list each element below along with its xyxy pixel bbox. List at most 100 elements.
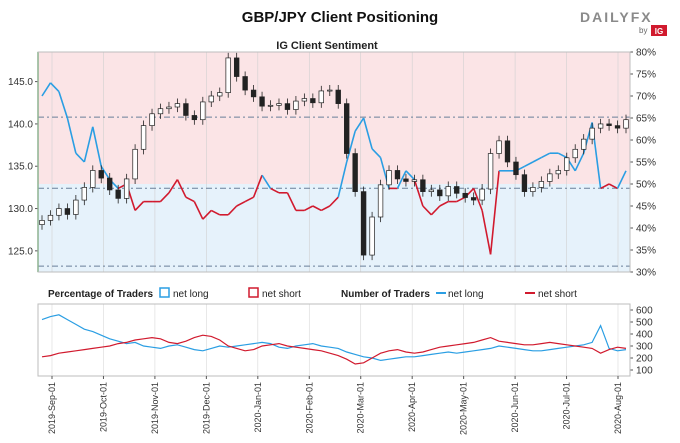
sentiment-segment — [439, 200, 449, 207]
candle-body — [284, 103, 291, 110]
candle-body — [547, 173, 553, 182]
price-tick-label: 130.0 — [8, 204, 33, 215]
sentiment-segment — [236, 200, 246, 207]
sentiment-segment — [252, 174, 263, 198]
candle-body — [81, 187, 87, 201]
chart-subtitle: IG Client Sentiment — [276, 40, 378, 52]
candle-body — [123, 178, 130, 199]
trader-series-net-long — [41, 314, 627, 362]
logo-main: DAILYFX — [580, 9, 653, 25]
sentiment-segment — [345, 130, 356, 163]
date-tick-label: 2019-Dec-01 — [201, 382, 211, 434]
date-tick-label: 2020-Apr-01 — [407, 382, 417, 432]
date-tick-label: 2020-Feb-01 — [304, 382, 314, 434]
sentiment-segment — [532, 156, 542, 163]
candle-body — [140, 125, 147, 150]
candle-body — [132, 148, 138, 180]
sentiment-segment — [337, 161, 348, 198]
candle-body — [344, 103, 350, 154]
date-tick-label: 2020-Aug-01 — [613, 382, 623, 434]
sentiment-segment — [92, 126, 103, 167]
sentiment-segment — [608, 183, 618, 190]
sentiment-segment — [100, 165, 111, 181]
candle-body — [208, 95, 214, 103]
main-border — [37, 51, 631, 273]
candle-body — [73, 199, 79, 215]
candle-body — [200, 101, 206, 121]
candle-body — [437, 189, 443, 197]
price-tick-label: 135.0 — [8, 162, 33, 173]
sentiment-segment — [405, 170, 415, 181]
sentiment-tick-label: 75% — [636, 70, 656, 81]
legend-pct-long-swatch — [159, 287, 170, 298]
candle-body — [157, 108, 164, 115]
sentiment-segment — [159, 192, 170, 203]
candle-body — [360, 191, 367, 256]
candle-body — [377, 184, 384, 218]
sentiment-tick-label: 65% — [636, 114, 656, 125]
candle-body — [606, 123, 612, 126]
sentiment-segment — [244, 196, 254, 203]
price-tick-label: 140.0 — [8, 119, 33, 130]
logo-ig: IG — [655, 27, 663, 36]
sentiment-segment — [75, 152, 85, 163]
price-candles — [39, 52, 629, 261]
legend-pct-title: Percentage of Traders — [48, 289, 153, 300]
lower-grid — [51, 304, 619, 376]
sentiment-segment — [456, 196, 466, 203]
sentiment-segment — [362, 117, 373, 150]
candle-body — [403, 178, 409, 182]
chart-title: GBP/JPY Client Positioning — [242, 9, 438, 26]
candle-body — [513, 161, 519, 176]
sentiment-segment — [49, 82, 60, 93]
trader-tick-label: 300 — [636, 342, 653, 353]
trader-tick-label: 600 — [636, 306, 653, 317]
sentiment-tick-label: 55% — [636, 158, 656, 169]
legend-num-short-label: net short — [538, 289, 577, 300]
candle-body — [310, 98, 316, 104]
date-axis: 2019-Sep-01 2019-Oct-01 2019-Nov-01 2019-De… — [47, 376, 623, 435]
sentiment-segment — [286, 192, 297, 211]
ig-logo-box — [651, 25, 667, 36]
sentiment-segment — [58, 91, 69, 119]
sentiment-segment — [540, 152, 551, 159]
candle-body — [623, 119, 629, 129]
candle-body — [242, 76, 248, 91]
candle-body — [369, 216, 375, 256]
candle-body — [555, 170, 561, 175]
candle-body — [420, 179, 426, 192]
sentiment-segment — [185, 196, 195, 203]
sentiment-segment — [83, 126, 94, 163]
candle-body — [394, 170, 401, 180]
trader-tick-label: 200 — [636, 354, 653, 365]
sentiment-segment — [320, 205, 331, 212]
trader-tick-label: 500 — [636, 318, 653, 329]
sentiment-segment — [354, 117, 365, 132]
legend-pct-long-label: net long — [173, 289, 209, 300]
candle-body — [107, 177, 113, 191]
sentiment-segment — [481, 210, 492, 255]
candle-body — [183, 103, 189, 116]
candle-body — [572, 148, 578, 159]
candle-body — [530, 187, 536, 192]
candle-body — [90, 170, 96, 188]
candle-body — [411, 179, 418, 182]
price-axis: 125.0 130.0 135.0 140.0 145.0 — [8, 52, 39, 272]
legend-num-long-label: net long — [448, 289, 484, 300]
date-tick-label: 2019-Sep-01 — [47, 382, 57, 434]
candle-body — [487, 153, 494, 190]
sentiment-segment — [261, 174, 272, 189]
candle-body — [335, 89, 341, 104]
candle-body — [327, 89, 333, 92]
candle-body — [428, 189, 435, 192]
legend-row: Percentage of Traders net long net short… — [48, 287, 577, 300]
candle-body — [614, 125, 621, 129]
candle-body — [98, 170, 104, 179]
candle-body — [538, 181, 545, 188]
sentiment-segment — [312, 205, 322, 212]
sentiment-segment — [134, 201, 145, 211]
date-tick-label: 2019-Oct-01 — [98, 382, 108, 432]
candle-body — [597, 123, 604, 129]
